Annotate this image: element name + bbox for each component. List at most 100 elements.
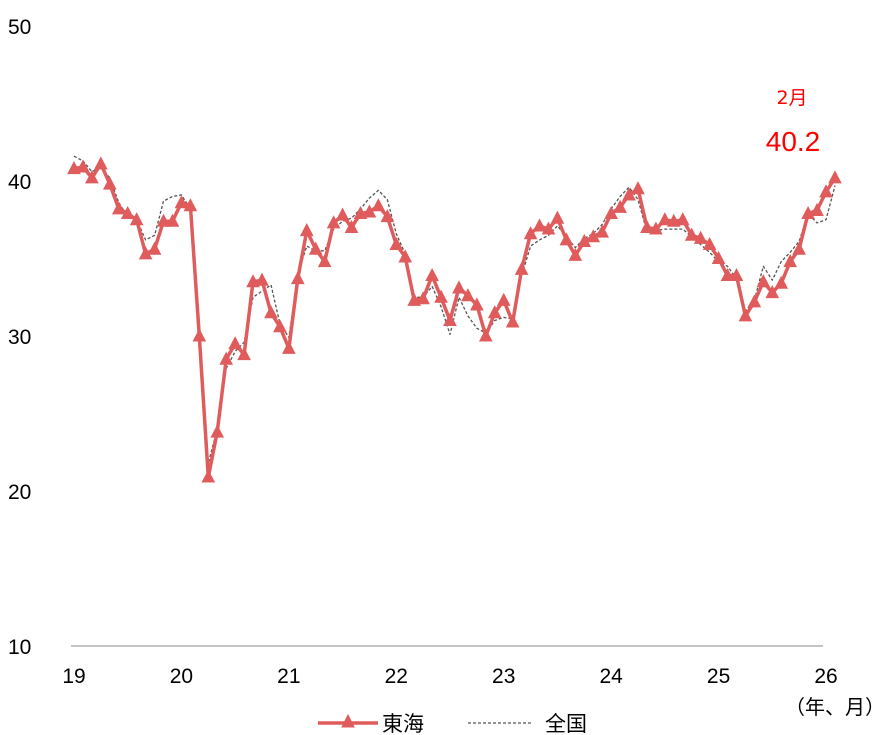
series-tokai-marker xyxy=(380,209,395,223)
series-tokai-marker xyxy=(559,232,574,246)
y-tick-label: 50 xyxy=(8,16,31,39)
series-tokai-marker xyxy=(819,184,833,198)
series-tokai-marker xyxy=(398,249,413,263)
series-tokai-marker xyxy=(532,218,547,232)
series-tokai-marker xyxy=(470,297,484,311)
series-tokai-marker xyxy=(649,221,663,235)
series-tokai-marker xyxy=(452,280,466,294)
series-tokai-marker xyxy=(658,212,672,226)
series-tokai-marker xyxy=(192,328,207,342)
legend-item-tokai: 東海 xyxy=(318,712,424,735)
series-tokai-marker xyxy=(94,156,108,170)
series-tokai-marker xyxy=(201,469,216,483)
series-tokai-marker xyxy=(711,250,726,264)
series-tokai-marker xyxy=(684,227,699,241)
y-tick-label: 40 xyxy=(8,171,31,194)
series-tokai-marker xyxy=(129,212,144,226)
series-tokai-marker xyxy=(792,241,806,255)
y-axis-ticks: 10 20 30 40 50 xyxy=(8,16,31,659)
series-tokai-marker xyxy=(290,271,305,285)
series-tokai-marker xyxy=(335,207,350,221)
series-tokai-marker xyxy=(282,340,296,354)
series-tokai-marker xyxy=(541,221,556,235)
series-tokai-marker xyxy=(156,213,171,227)
x-tick-label: 20 xyxy=(170,665,193,688)
series-tokai-marker xyxy=(317,254,332,268)
series-tokai-marker xyxy=(246,274,260,288)
series-tokai-marker xyxy=(693,230,708,244)
series-tokai-marker xyxy=(120,205,135,220)
series-tokai-marker xyxy=(434,289,448,303)
x-axis-ticks: 19 20 21 22 23 24 25 26 xyxy=(62,665,837,688)
series-tokai-marker xyxy=(326,215,341,229)
legend-tokai-marker xyxy=(341,713,355,728)
series-tokai-marker xyxy=(702,236,717,251)
series-tokai-marker xyxy=(523,226,538,240)
series-tokai-marker xyxy=(344,219,359,233)
series-tokai-marker xyxy=(640,219,654,233)
series-tokai-marker xyxy=(308,241,323,255)
series-tokai-marker xyxy=(595,224,610,238)
series-tokai-marker xyxy=(102,176,117,190)
series-tokai-marker xyxy=(461,288,475,302)
legend: 東海 全国 xyxy=(318,712,587,735)
series-tokai-marker xyxy=(738,308,753,322)
series-tokai-marker xyxy=(371,198,386,212)
x-tick-label: 26 xyxy=(814,665,837,688)
series-tokai-marker xyxy=(550,210,565,224)
x-tick-label: 21 xyxy=(277,665,300,688)
annotation-value: 40.2 xyxy=(766,126,821,157)
annotation-month: 2月 xyxy=(776,87,807,109)
series-tokai-marker xyxy=(174,195,189,209)
x-tick-label: 24 xyxy=(599,665,623,688)
series-tokai-marker xyxy=(219,351,234,365)
series-tokai-marker xyxy=(756,274,771,288)
series-tokai-marker xyxy=(810,202,824,216)
x-tick-label: 25 xyxy=(707,665,730,688)
series-tokai-marker xyxy=(147,241,162,255)
series-tokai-marker xyxy=(747,294,762,308)
series-tokai-marker xyxy=(765,285,780,299)
series-tokai-marker xyxy=(183,198,198,212)
series-tokai-marker xyxy=(255,272,269,286)
series-tokai-marker xyxy=(353,205,368,220)
x-tick-label: 23 xyxy=(492,665,515,688)
series-tokai-marker xyxy=(828,170,842,184)
series-tokai-marker xyxy=(631,181,645,195)
series-tokai-marker xyxy=(514,261,529,275)
series-tokai-marker xyxy=(613,199,627,213)
series-tokai-marker xyxy=(478,328,493,342)
series-tokai-marker xyxy=(228,336,242,350)
series-tokai-marker xyxy=(165,213,180,227)
series-tokai-marker xyxy=(568,247,583,261)
x-axis-unit-label: （年、月） xyxy=(785,695,885,719)
series-tokai-marker xyxy=(264,305,278,319)
series-tokai-marker xyxy=(407,292,422,306)
x-tick-label: 22 xyxy=(385,665,408,688)
legend-zenkoku-label: 全国 xyxy=(545,712,587,735)
y-tick-label: 10 xyxy=(8,636,31,659)
series-tokai-marker xyxy=(425,267,439,282)
series-tokai-marker xyxy=(76,159,90,173)
series-tokai-marker xyxy=(210,424,225,438)
y-tick-label: 20 xyxy=(8,481,31,504)
legend-tokai-label: 東海 xyxy=(382,712,424,735)
legend-item-zenkoku: 全国 xyxy=(468,712,587,735)
y-tick-label: 30 xyxy=(8,326,31,349)
series-tokai-marker xyxy=(111,201,126,215)
series-tokai-marker xyxy=(505,314,520,328)
series-tokai-marker xyxy=(487,305,502,319)
series-tokai-marker xyxy=(237,347,251,361)
series-tokai-marker xyxy=(273,319,287,333)
x-tick-label: 19 xyxy=(62,665,85,688)
series-tokai-marker xyxy=(67,161,81,175)
series-tokai-marker xyxy=(720,267,735,282)
series-tokai-marker xyxy=(675,212,690,226)
plot-area xyxy=(67,155,842,483)
series-tokai-marker xyxy=(389,236,404,251)
series-tokai-marker xyxy=(783,254,798,268)
series-tokai-marker xyxy=(729,267,744,282)
series-tokai-marker xyxy=(85,170,99,184)
series-tokai-marker xyxy=(416,291,430,305)
